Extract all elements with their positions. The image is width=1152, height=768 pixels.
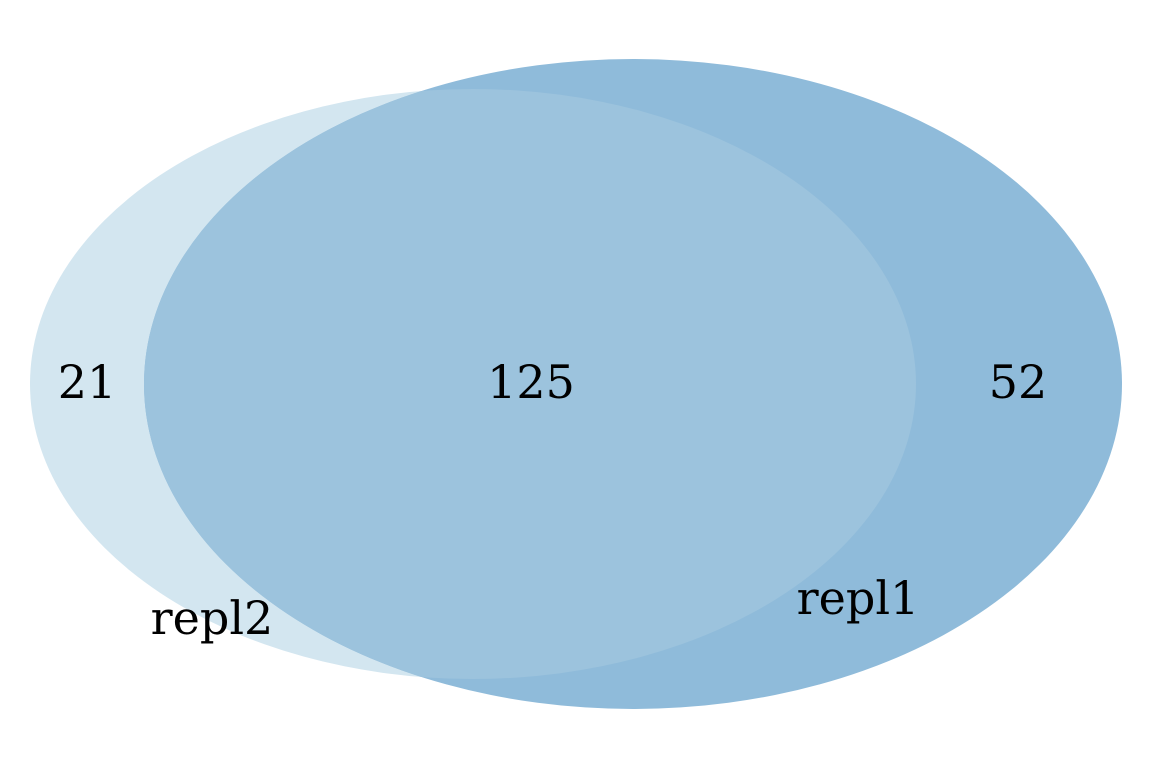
set-intersection-region xyxy=(144,89,916,679)
set-label-repl2: repl2 xyxy=(151,591,274,645)
count-repl1-only: 52 xyxy=(989,355,1048,409)
count-intersection: 125 xyxy=(487,355,575,409)
set-label-repl1: repl1 xyxy=(797,571,920,625)
count-repl2-only: 21 xyxy=(58,355,117,409)
